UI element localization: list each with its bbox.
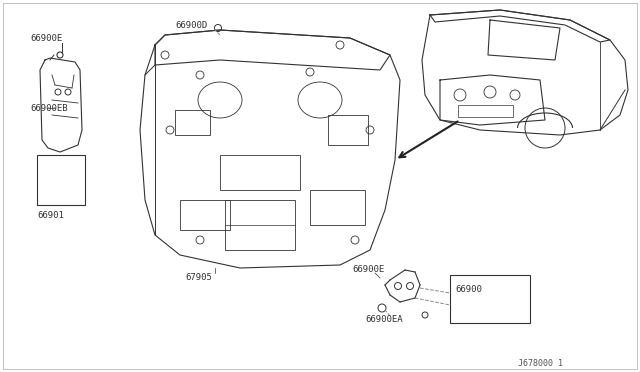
- Bar: [37, 155, 85, 205]
- Text: 66900EA: 66900EA: [365, 315, 403, 324]
- Text: J678000 1: J678000 1: [518, 359, 563, 368]
- Bar: [310, 190, 365, 225]
- Text: 66900E: 66900E: [30, 33, 62, 42]
- Text: 66900E: 66900E: [352, 266, 384, 275]
- Text: 66901: 66901: [37, 211, 64, 219]
- Bar: [450, 275, 530, 323]
- Text: 67905: 67905: [185, 273, 212, 282]
- Text: 66900D: 66900D: [175, 20, 207, 29]
- Text: 66900EB: 66900EB: [30, 103, 68, 112]
- Text: 66900: 66900: [455, 285, 482, 295]
- Bar: [220, 155, 300, 190]
- Bar: [225, 200, 295, 250]
- Bar: [458, 105, 513, 117]
- Bar: [180, 200, 230, 230]
- Bar: [328, 115, 368, 145]
- Bar: [175, 110, 210, 135]
